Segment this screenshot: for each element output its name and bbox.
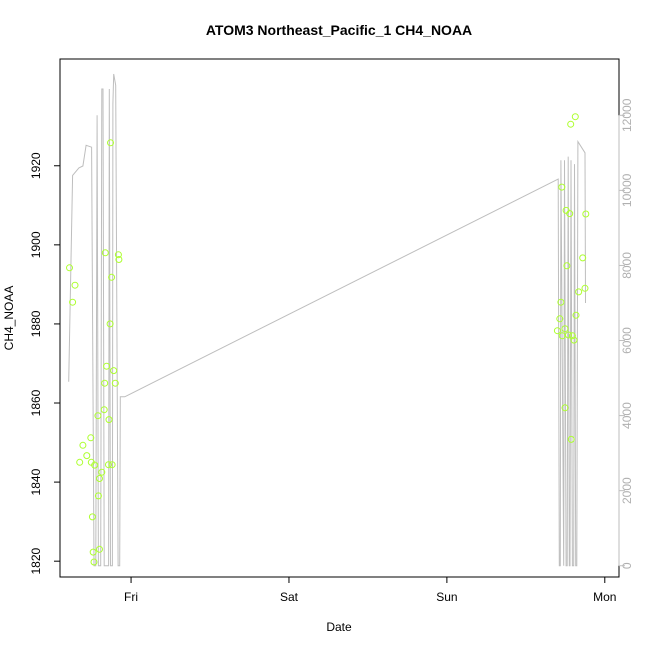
ch4-point xyxy=(66,264,73,272)
ch4-point xyxy=(79,441,87,449)
ch4-point xyxy=(89,548,97,556)
ch4-point xyxy=(71,281,79,289)
ch4-point xyxy=(553,327,561,335)
x-axis: Fri Sat Sun Mon xyxy=(124,576,616,604)
ch4-point xyxy=(108,461,116,469)
ch4-point xyxy=(581,284,589,292)
y-axis-right: 0 2000 4000 6000 8000 10000 12000 xyxy=(618,98,634,569)
ch4-point xyxy=(567,120,575,128)
ch4-point xyxy=(91,461,99,469)
ch4-point xyxy=(566,210,574,218)
ch4-point xyxy=(571,113,579,121)
ch4-point xyxy=(106,320,114,328)
ch4-point xyxy=(69,298,77,306)
ch4-point xyxy=(557,298,565,306)
plot-frame xyxy=(59,58,620,578)
y-tick-label: 1900 xyxy=(29,231,43,258)
ch4-point xyxy=(111,379,119,387)
ch4-point xyxy=(582,210,590,218)
ch4-point xyxy=(110,367,118,375)
ch4-point xyxy=(96,475,103,482)
ch4-point xyxy=(103,362,111,370)
y2-tick-label: 10000 xyxy=(620,173,634,207)
y-axis-left: 1820 1840 1860 1880 1900 1920 xyxy=(29,152,61,575)
x-tick-label: Mon xyxy=(593,590,616,604)
ch4-point xyxy=(563,262,571,270)
ch4-point xyxy=(108,273,116,281)
x-tick-label: Sat xyxy=(280,590,299,604)
ch4-point xyxy=(83,452,91,460)
y2-tick-label: 0 xyxy=(620,562,634,569)
ch4-points xyxy=(66,113,590,566)
ch4-point xyxy=(107,139,114,147)
y-tick-label: 1820 xyxy=(29,548,43,575)
y-tick-label: 1880 xyxy=(29,310,43,337)
ch4-point xyxy=(115,256,123,263)
ch4-point xyxy=(105,416,113,424)
ch4-point xyxy=(568,332,576,340)
aircraft-altitude-line xyxy=(68,73,586,567)
ch4-point xyxy=(114,251,122,259)
chart-title: ATOM3 Northeast_Pacific_1 CH4_NOAA xyxy=(206,22,472,38)
ch4-point xyxy=(101,249,109,257)
ch4-point xyxy=(101,379,109,387)
x-tick-label: Sun xyxy=(436,590,457,604)
ch4-point xyxy=(556,315,564,323)
y-axis-label: CH4_NOAA xyxy=(2,286,16,351)
ch4-point xyxy=(567,435,575,443)
ch4-point xyxy=(561,404,569,412)
y2-tick-label: 8000 xyxy=(620,252,634,279)
y-tick-label: 1840 xyxy=(29,468,43,495)
ch4-point xyxy=(561,325,569,333)
ch4-point xyxy=(570,336,578,344)
altitude-line-path xyxy=(68,73,586,567)
x-tick-label: Fri xyxy=(124,590,138,604)
ch4-point xyxy=(558,183,566,191)
y2-tick-label: 6000 xyxy=(620,327,634,354)
ch4-point xyxy=(76,458,84,466)
ch4-point xyxy=(96,545,103,553)
ch4-point xyxy=(575,288,583,296)
ch4-point xyxy=(94,492,102,500)
ch4-point xyxy=(105,461,112,469)
ch4-point xyxy=(565,331,572,339)
ch4-point xyxy=(100,406,108,414)
ch4-point xyxy=(94,412,102,420)
y-tick-label: 1860 xyxy=(29,389,43,416)
ch4-point xyxy=(90,558,98,566)
y2-tick-label: 12000 xyxy=(620,98,634,132)
ch4-point xyxy=(579,254,587,262)
ch4-point xyxy=(98,468,106,476)
x-axis-label: Date xyxy=(326,620,352,634)
ch4-point xyxy=(87,434,95,442)
y-tick-label: 1920 xyxy=(29,152,43,179)
ch4-point xyxy=(88,513,96,521)
y2-tick-label: 2000 xyxy=(620,477,634,504)
ch4-point xyxy=(572,311,580,319)
y2-tick-label: 4000 xyxy=(620,402,634,429)
